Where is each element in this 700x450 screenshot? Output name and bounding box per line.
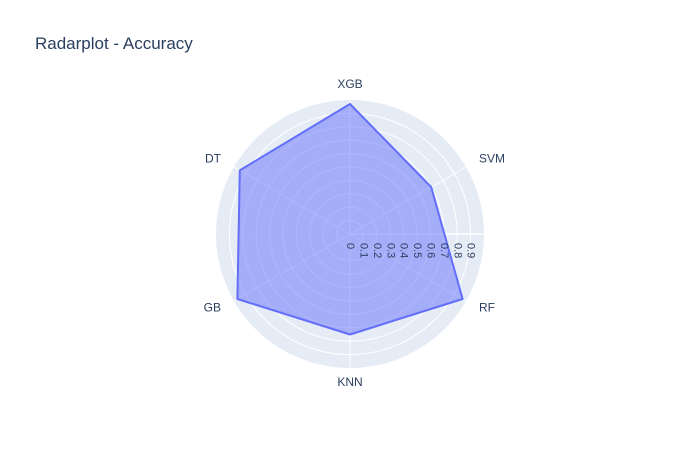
radial-tick-label: 0.5: [411, 243, 423, 258]
category-label-dt: DT: [205, 152, 222, 166]
radial-tick-label: 0.9: [465, 243, 477, 258]
radial-tick-label: 0.2: [371, 243, 383, 258]
radial-tick-label: 0: [344, 243, 356, 249]
radial-tick-label: 0.4: [398, 243, 410, 258]
radial-tick-label: 0.3: [384, 243, 396, 258]
category-label-svm: SVM: [479, 152, 505, 166]
category-label-knn: KNN: [337, 375, 362, 389]
chart-title: Radarplot - Accuracy: [35, 34, 193, 53]
category-label-rf: RF: [479, 301, 495, 315]
radial-tick-label: 0.6: [424, 243, 436, 258]
radial-tick-label: 0.7: [438, 243, 450, 258]
category-label-gb: GB: [204, 301, 221, 315]
radial-tick-label: 0.1: [357, 243, 369, 258]
radial-tick-label: 0.8: [451, 243, 463, 258]
category-label-xgb: XGB: [337, 77, 362, 91]
